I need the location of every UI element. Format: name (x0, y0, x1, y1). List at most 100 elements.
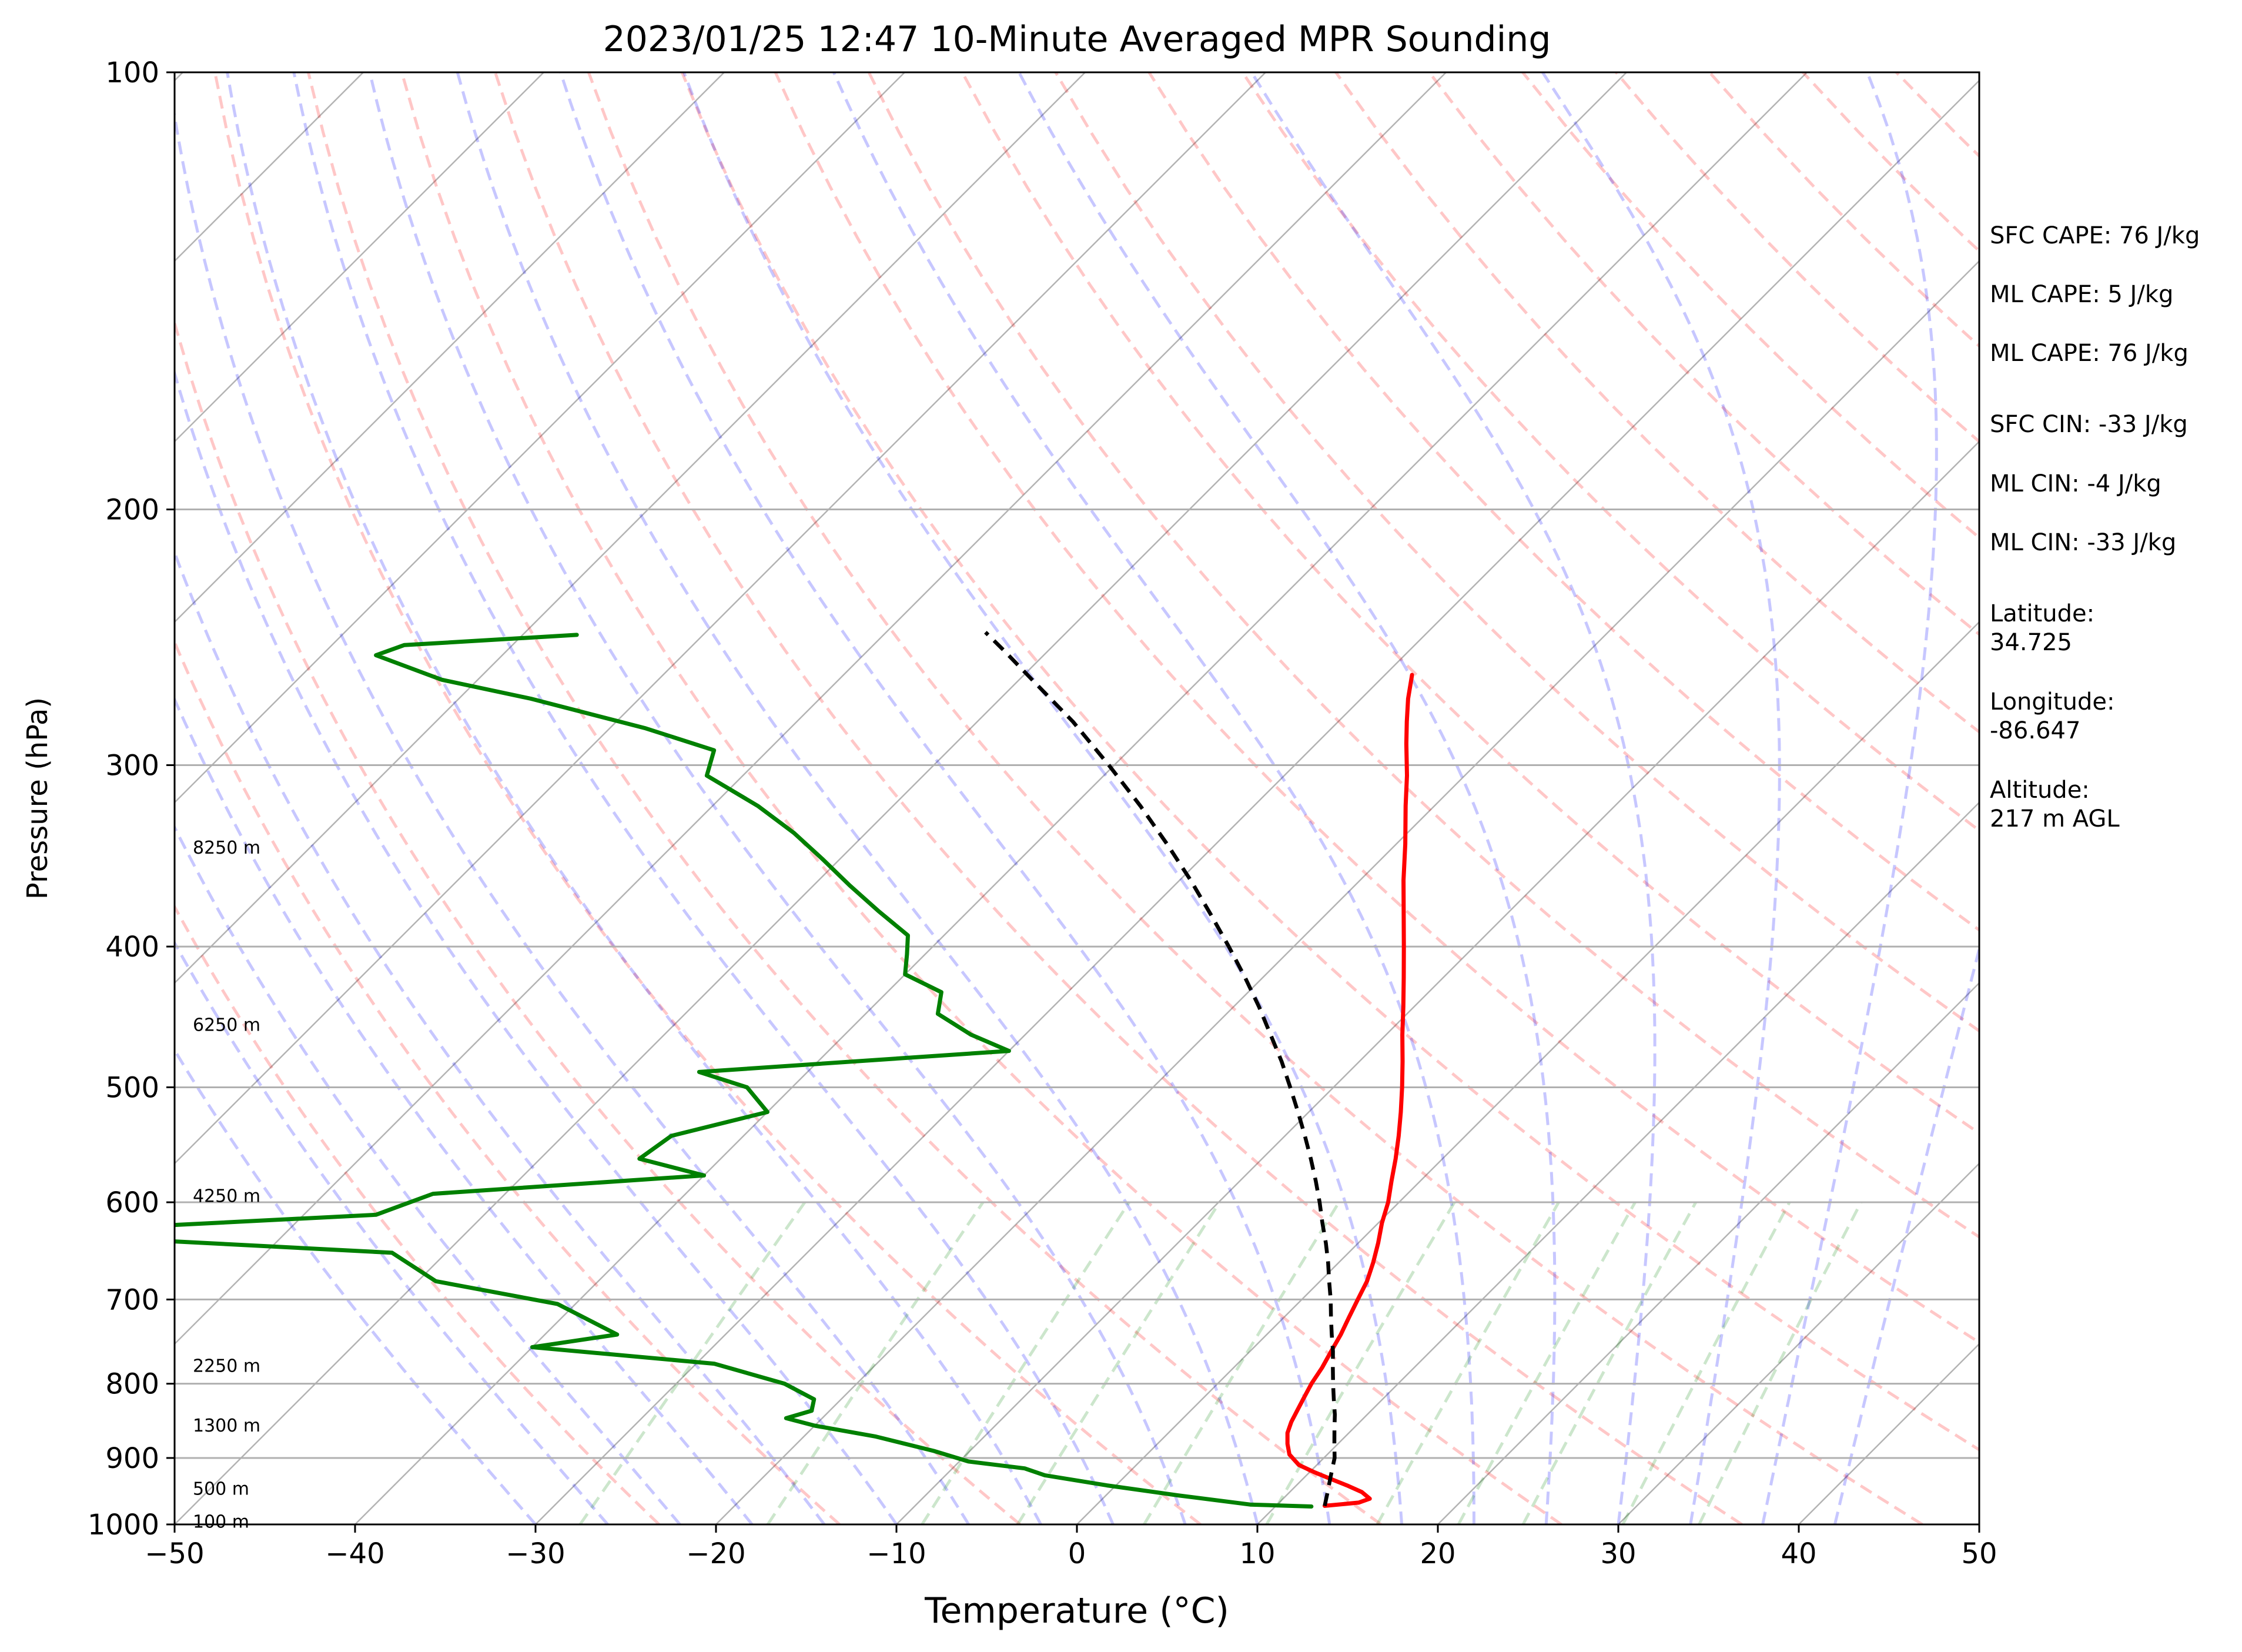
x-tick-label: −30 (506, 1537, 565, 1570)
dry-adiabat-line (175, 317, 1021, 1524)
dry-adiabat-line (175, 638, 841, 1524)
isotherm-line (535, 79, 1979, 1524)
moist-adiabat-line (175, 368, 898, 1524)
mixing-ratio-line (1521, 1201, 1697, 1524)
longitude-label: Longitude: (1990, 688, 2114, 715)
y-tick-label: 800 (105, 1368, 159, 1401)
isotherm-line (896, 440, 1979, 1524)
x-tick-label: −20 (686, 1537, 745, 1570)
sfc-cape-text: SFC CAPE: 76 J/kg (1990, 222, 2200, 249)
isotherm-line (175, 72, 905, 804)
ml-cape-text-1: ML CAPE: 5 J/kg (1990, 281, 2173, 308)
moist-adiabat-line (368, 72, 1187, 1524)
height-label: 8250 m (193, 838, 260, 858)
isotherm-line (1076, 621, 1979, 1524)
sfc-cin-text: SFC CIN: -33 J/kg (1990, 411, 2188, 438)
mixing-ratio-line (1698, 1201, 1863, 1524)
y-tick-label: 200 (105, 494, 159, 527)
ml-cin-text-2: ML CIN: -33 J/kg (1990, 529, 2176, 556)
moist-adiabat-line (226, 72, 1042, 1524)
dry-adiabat-line (307, 72, 1382, 1524)
isotherm-line (175, 72, 1627, 1524)
dry-adiabat-line (494, 72, 1743, 1524)
height-label: 500 m (193, 1479, 249, 1499)
isotherm-line (715, 260, 1979, 1524)
data-series (175, 631, 1414, 1509)
height-label: 2250 m (193, 1356, 260, 1377)
height-label: 6250 m (193, 1015, 260, 1036)
dry-adiabat-line (1241, 72, 1979, 832)
info-panel: SFC CAPE: 76 J/kg ML CAPE: 5 J/kg ML CAP… (1990, 222, 2200, 832)
latitude-label: Latitude: (1990, 600, 2094, 627)
chart-title: 2023/01/25 12:47 10-Minute Averaged MPR … (603, 19, 1551, 60)
y-tick-label: 300 (105, 749, 159, 782)
moist-adiabat-line (175, 824, 681, 1524)
x-tick-label: 30 (1600, 1537, 1636, 1570)
isotherm-line (175, 72, 725, 623)
x-tick-label: 0 (1068, 1537, 1086, 1570)
moist-adiabat-line (175, 939, 609, 1524)
dry-adiabat-line (400, 72, 1562, 1524)
height-labels: 100 m 500 m 1300 m 2250 m 4250 m 6250 m 8250 m (193, 838, 260, 1533)
x-tick-label: 40 (1781, 1537, 1816, 1570)
isotherm-line (1257, 801, 1979, 1524)
dry-adiabat-line (213, 72, 1202, 1524)
moist-adiabat-line (175, 1047, 537, 1524)
x-tick-label: 20 (1420, 1537, 1455, 1570)
y-tick-label: 500 (105, 1071, 159, 1104)
x-tick-label: −50 (145, 1537, 204, 1570)
moist-adiabat-line (175, 107, 970, 1524)
y-tick-label: 600 (105, 1186, 159, 1219)
longitude-value: -86.647 (1990, 717, 2080, 744)
height-label: 100 m (193, 1512, 249, 1533)
x-tick-label: 10 (1239, 1537, 1275, 1570)
isotherm-line (175, 72, 1447, 1345)
x-axis-ticks: −50 −40 −30 −20 −10 0 10 20 30 40 50 (145, 1524, 1997, 1570)
isotherm-line (175, 72, 544, 443)
moist-adiabat-line (175, 695, 754, 1524)
y-axis-label: Pressure (hPa) (21, 697, 54, 899)
mixing-ratio-line (1621, 1201, 1791, 1524)
moist-adiabat-line (1541, 72, 1781, 1524)
moist-adiabat-line (682, 72, 1404, 1524)
background-lines (175, 72, 1979, 1524)
dry-adiabat-line (175, 904, 661, 1524)
y-tick-label: 100 (105, 56, 159, 89)
latitude-value: 34.725 (1990, 629, 2072, 656)
moist-adiabat-line (1761, 72, 1938, 1524)
isotherm-line (1437, 982, 1979, 1524)
y-tick-label: 400 (105, 931, 159, 964)
isotherm-line (354, 72, 1808, 1524)
moist-adiabat-line (456, 72, 1259, 1524)
x-axis-label: Temperature (°C) (924, 1590, 1229, 1631)
dry-adiabat-line (1054, 72, 1979, 1033)
parcel-line (984, 631, 1337, 1507)
ml-cin-text-1: ML CIN: -4 J/kg (1990, 470, 2161, 497)
moist-adiabat-line (1833, 943, 1979, 1524)
moist-adiabat-line (1250, 72, 1657, 1524)
ml-cape-text-2: ML CAPE: 76 J/kg (1990, 340, 2189, 367)
x-tick-label: 50 (1961, 1537, 1997, 1570)
y-axis-ticks: 100 200 300 400 500 600 700 800 900 1000 (88, 56, 175, 1541)
dewpoint-line (175, 633, 1314, 1509)
moist-adiabat-line (175, 548, 826, 1524)
temperature-line (1285, 673, 1414, 1508)
y-tick-label: 900 (105, 1442, 159, 1475)
x-tick-label: −40 (325, 1537, 384, 1570)
moist-adiabat-line (832, 72, 1475, 1524)
y-tick-label: 1000 (88, 1509, 159, 1541)
y-tick-label: 700 (105, 1283, 159, 1316)
isotherm-line (175, 72, 1086, 984)
x-tick-label: −10 (866, 1537, 926, 1570)
height-label: 4250 m (193, 1186, 260, 1206)
moist-adiabat-line (1018, 72, 1557, 1524)
isotherm-line (175, 72, 1266, 1165)
moist-adiabat-line (292, 72, 1115, 1524)
dry-adiabat-line (867, 72, 1979, 1239)
height-label: 1300 m (193, 1416, 260, 1436)
altitude-value: 217 m AGL (1990, 805, 2120, 832)
altitude-label: Altitude: (1990, 777, 2090, 804)
moist-adiabat-line (559, 72, 1331, 1524)
